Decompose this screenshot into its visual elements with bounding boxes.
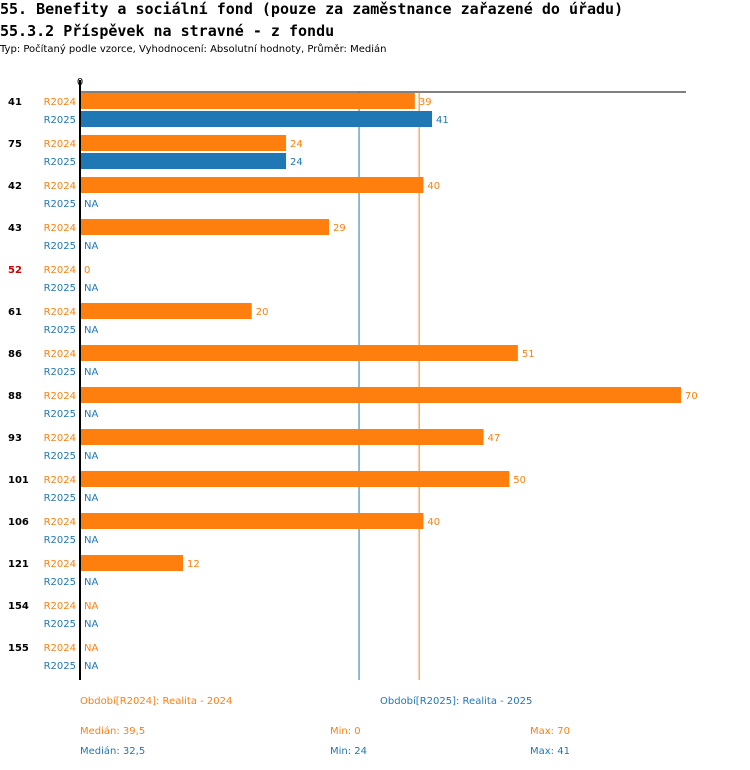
data-label: 70 <box>685 391 698 402</box>
data-label: 41 <box>436 115 449 126</box>
series-row-label: R2024 <box>44 601 76 612</box>
series-row-label: R2025 <box>44 283 76 294</box>
series-row-label: R2024 <box>44 391 76 402</box>
stat-median-r2024: Medián: 39,5 <box>80 726 146 737</box>
bar-chart: 0 41 R2024 39 R2025 41 75 R2024 24 R2025 24 42 R2024… <box>8 77 698 680</box>
stat-max-r2024: Max: 70 <box>530 726 570 737</box>
category-label: 88 <box>8 391 22 402</box>
bar <box>80 153 287 169</box>
na-label: NA <box>84 577 98 588</box>
series-row-label: R2024 <box>44 139 76 150</box>
na-label: NA <box>84 619 98 630</box>
series-row-label: R2025 <box>44 661 76 672</box>
bar <box>80 387 681 403</box>
na-label: NA <box>84 451 98 462</box>
na-label: NA <box>84 241 98 252</box>
bar <box>80 429 484 445</box>
category-label: 121 <box>8 559 29 570</box>
series-row-label: R2024 <box>44 517 76 528</box>
series-row-label: R2024 <box>44 97 76 108</box>
series-row-label: R2025 <box>44 409 76 420</box>
series-row-label: R2025 <box>44 325 76 336</box>
na-label: NA <box>84 643 98 654</box>
series-row-label: R2024 <box>44 559 76 570</box>
category-label: 75 <box>8 139 22 150</box>
bar <box>80 111 433 127</box>
category-label: 106 <box>8 517 29 528</box>
bar <box>80 555 184 571</box>
stat-min-r2025: Min: 24 <box>330 746 368 757</box>
data-label: 50 <box>513 475 526 486</box>
data-label: 20 <box>256 307 269 318</box>
na-label: NA <box>84 493 98 504</box>
series-row-label: R2024 <box>44 349 76 360</box>
bar <box>80 345 518 361</box>
chart-info: Typ: Počítaný podle vzorce, Vyhodnocení:… <box>0 44 387 55</box>
bar <box>80 513 424 529</box>
category-label: 155 <box>8 643 29 654</box>
na-label: NA <box>84 601 98 612</box>
series-row-label: R2025 <box>44 493 76 504</box>
stat-median-r2025: Medián: 32,5 <box>80 746 146 757</box>
series-row-label: R2024 <box>44 475 76 486</box>
bar <box>80 471 510 487</box>
category-label: 61 <box>8 307 22 318</box>
data-label: 40 <box>427 181 440 192</box>
na-label: NA <box>84 283 98 294</box>
bar <box>80 135 287 151</box>
series-row-label: R2025 <box>44 577 76 588</box>
bar <box>80 177 424 193</box>
data-label: 40 <box>427 517 440 528</box>
bar <box>80 93 415 109</box>
stat-max-r2025: Max: 41 <box>530 746 570 757</box>
series-row-label: R2024 <box>44 307 76 318</box>
na-label: NA <box>84 367 98 378</box>
category-label: 93 <box>8 433 22 444</box>
series-row-label: R2024 <box>44 223 76 234</box>
data-label: 12 <box>187 559 200 570</box>
na-label: NA <box>84 325 98 336</box>
page-title: 55. Benefity a sociální fond (pouze za z… <box>0 0 624 18</box>
category-label: 52 <box>8 265 22 276</box>
bar <box>80 219 329 235</box>
legend-r2024: Období[R2024]: Realita - 2024 <box>80 696 233 707</box>
legend-r2025: Období[R2025]: Realita - 2025 <box>380 696 533 707</box>
series-row-label: R2024 <box>44 433 76 444</box>
data-label: 39 <box>419 97 432 108</box>
category-label: 154 <box>8 601 29 612</box>
series-row-label: R2025 <box>44 241 76 252</box>
series-row-label: R2025 <box>44 619 76 630</box>
data-label: 24 <box>290 139 303 150</box>
na-label: NA <box>84 535 98 546</box>
data-label: 47 <box>488 433 501 444</box>
category-label: 86 <box>8 349 22 360</box>
na-label: NA <box>84 199 98 210</box>
category-label: 101 <box>8 475 29 486</box>
series-row-label: R2024 <box>44 181 76 192</box>
series-row-label: R2024 <box>44 265 76 276</box>
series-row-label: R2025 <box>44 367 76 378</box>
data-label: 29 <box>333 223 346 234</box>
series-row-label: R2024 <box>44 643 76 654</box>
category-label: 42 <box>8 181 22 192</box>
series-row-label: R2025 <box>44 451 76 462</box>
series-row-label: R2025 <box>44 157 76 168</box>
category-label: 43 <box>8 223 22 234</box>
data-label: 0 <box>84 265 90 276</box>
page-subtitle: 55.3.2 Příspěvek na stravné - z fondu <box>0 22 335 40</box>
na-label: NA <box>84 409 98 420</box>
bar <box>80 303 252 319</box>
na-label: NA <box>84 661 98 672</box>
category-label: 41 <box>8 97 22 108</box>
data-label: 51 <box>522 349 535 360</box>
series-row-label: R2025 <box>44 535 76 546</box>
data-label: 24 <box>290 157 303 168</box>
series-row-label: R2025 <box>44 199 76 210</box>
stat-min-r2024: Min: 0 <box>330 726 361 737</box>
series-row-label: R2025 <box>44 115 76 126</box>
